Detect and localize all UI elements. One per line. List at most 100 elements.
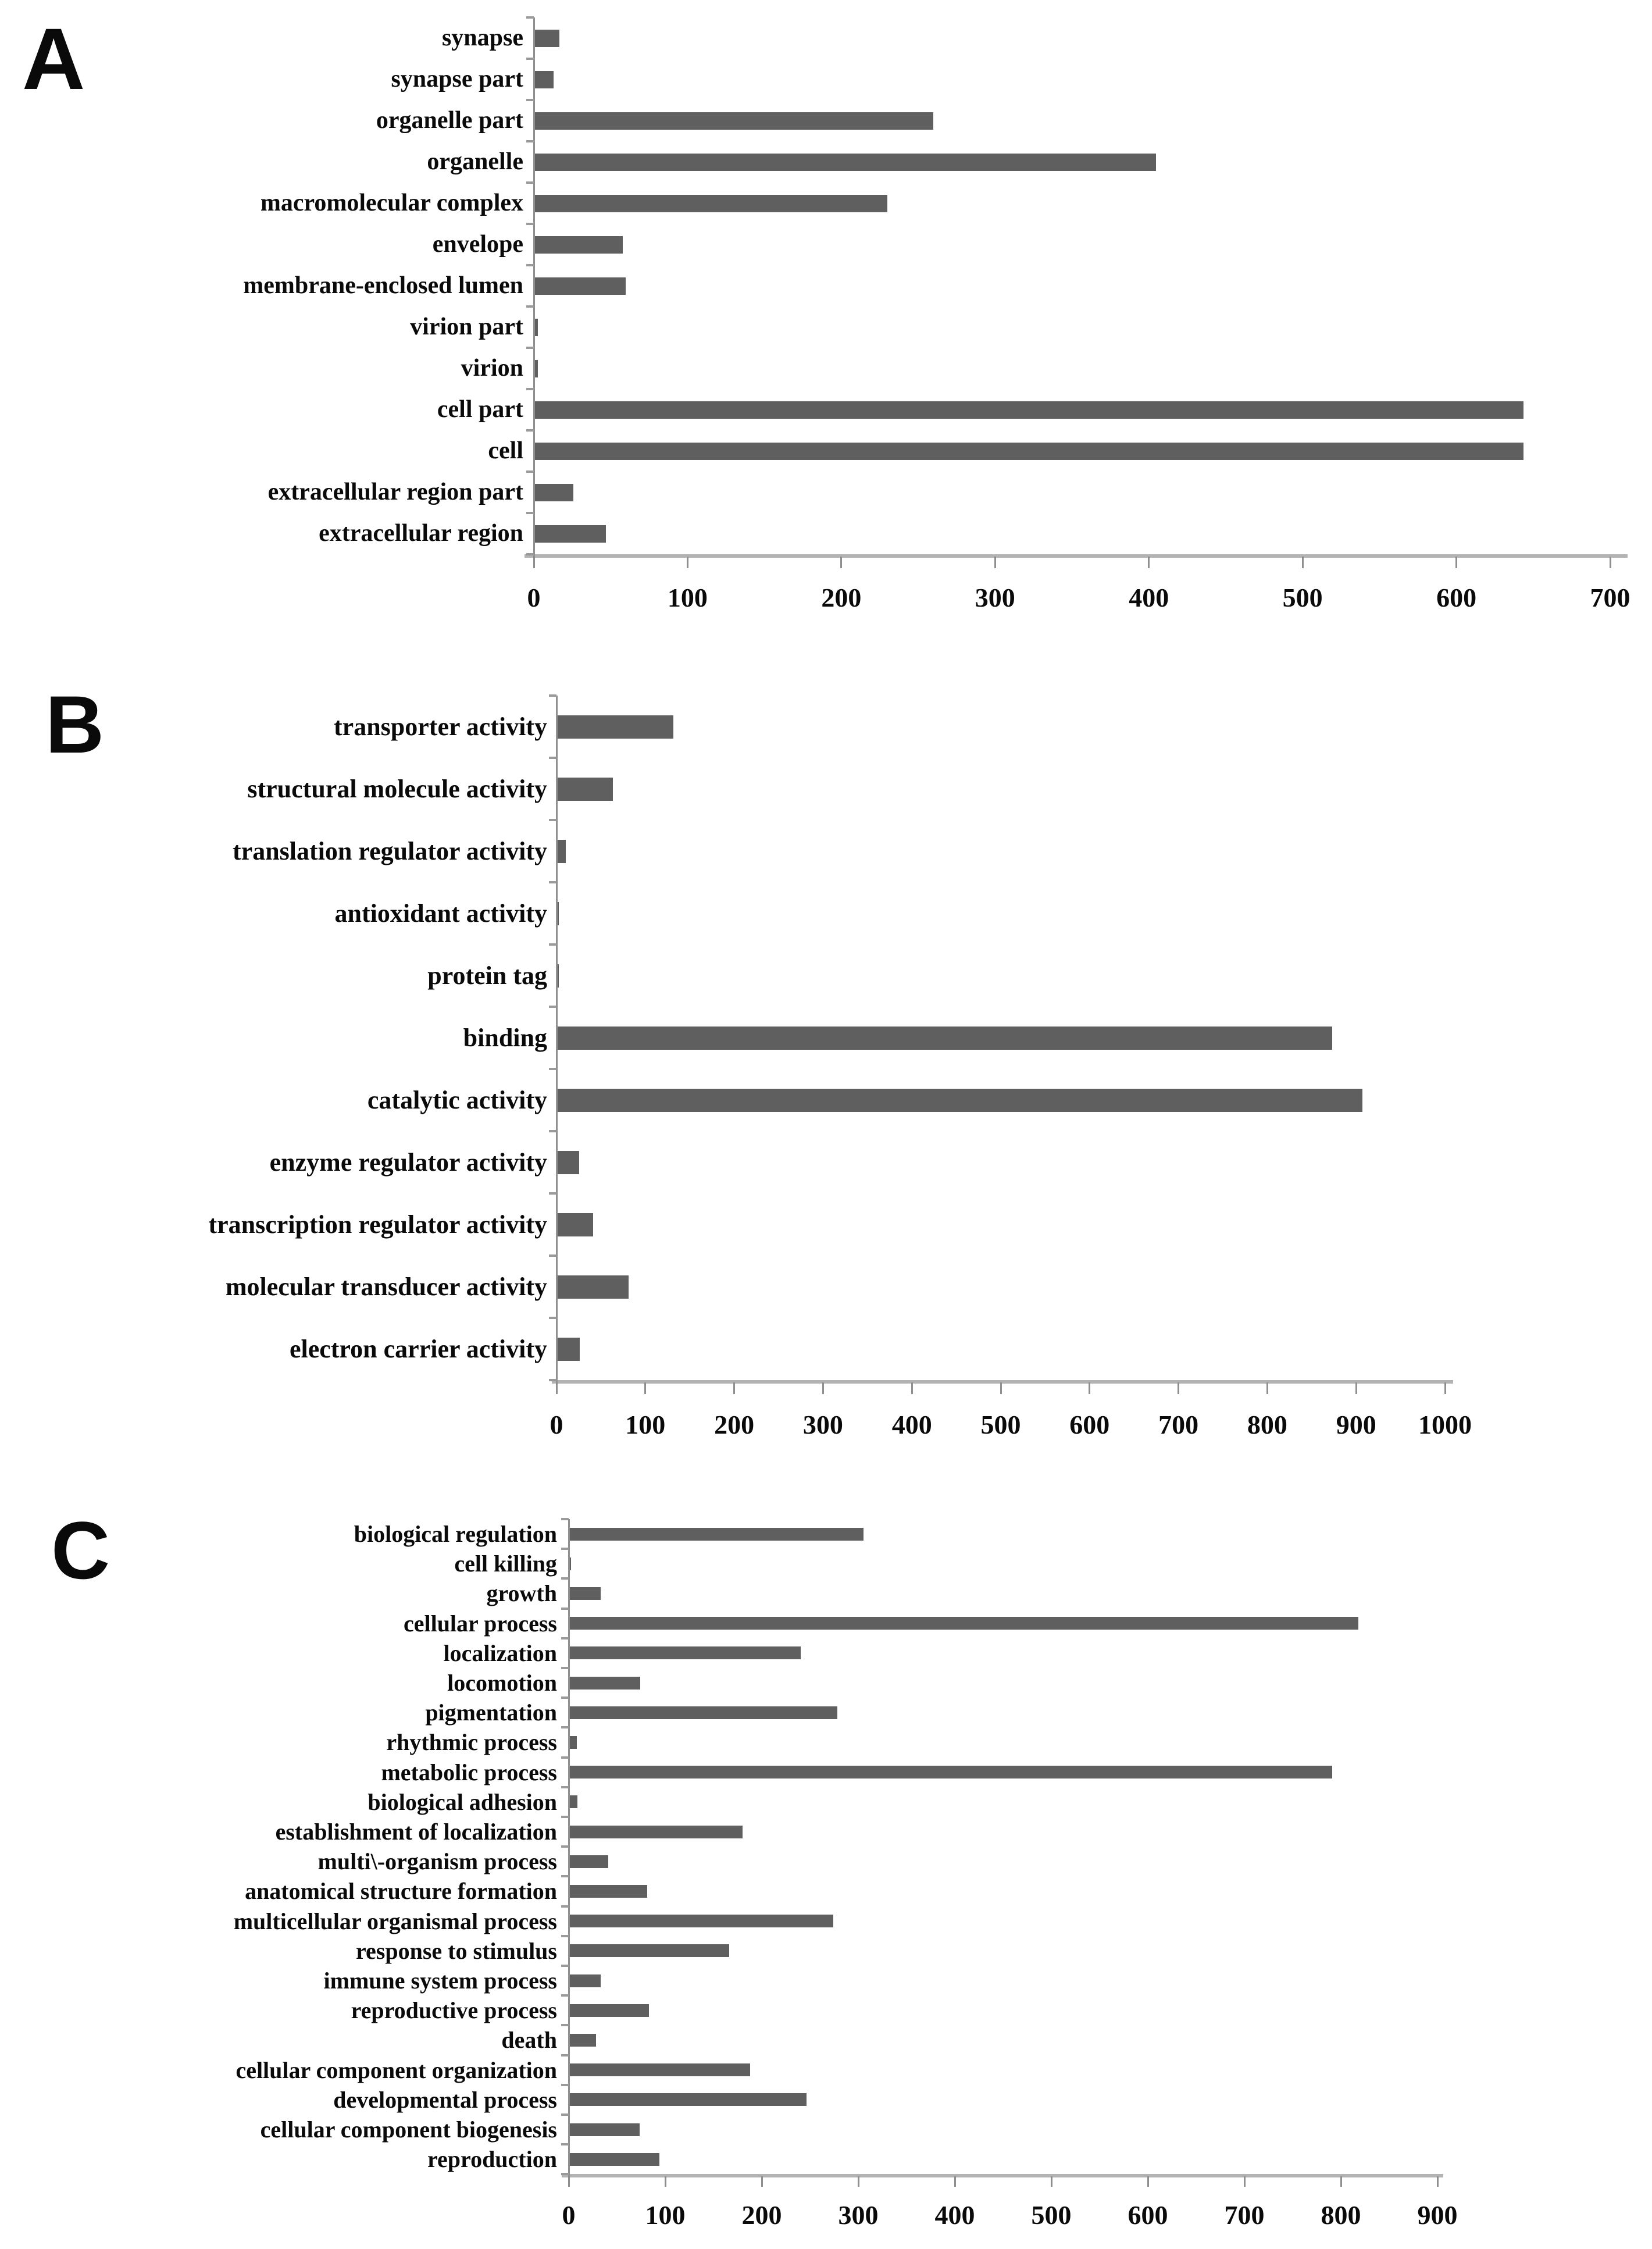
y-axis-tick <box>526 512 534 514</box>
bar-locomotion <box>570 1676 641 1690</box>
x-axis-tick <box>1089 1382 1091 1394</box>
y-axis-tick <box>549 1192 556 1195</box>
y-axis-tick <box>561 1756 569 1759</box>
category-label-cellular-process: cellular process <box>403 1610 557 1637</box>
x-tick-label-100: 100 <box>645 2200 686 2230</box>
y-axis-tick <box>526 388 534 390</box>
category-label-molecular-transducer-activity: molecular transducer activity <box>225 1273 547 1301</box>
bar-enzyme-regulator-activity <box>558 1150 579 1174</box>
bar-response-to-stimulus <box>570 1944 729 1958</box>
panel-a-letter: A <box>22 10 85 108</box>
x-axis-tick <box>1178 1382 1180 1394</box>
y-axis-tick <box>549 1317 556 1319</box>
category-label-antioxidant-activity: antioxidant activity <box>334 899 547 928</box>
bar-cell-part <box>535 401 1524 419</box>
x-tick-label-300: 300 <box>975 583 1015 612</box>
category-label-virion: virion <box>461 355 523 382</box>
y-axis-tick <box>526 140 534 142</box>
bar-organelle <box>535 153 1157 171</box>
bar-growth <box>570 1587 601 1600</box>
y-axis-tick <box>561 1577 569 1580</box>
bar-pigmentation <box>570 1706 837 1719</box>
x-tick-label-900: 900 <box>1417 2200 1458 2230</box>
x-axis-tick <box>1444 1382 1446 1394</box>
bar-anatomical-structure-formation <box>570 1885 647 1898</box>
category-label-virion-part: virion part <box>410 313 523 340</box>
y-axis-tick <box>549 943 556 946</box>
x-tick-label-600: 600 <box>1069 1410 1110 1439</box>
bar-translation-regulator-activity <box>558 839 566 863</box>
bar-virion <box>535 359 538 377</box>
bar-establishment-of-localization <box>570 1825 743 1838</box>
x-axis-tick <box>533 557 535 568</box>
y-axis-tick <box>549 1254 556 1257</box>
category-label-response-to-stimulus: response to stimulus <box>356 1937 557 1964</box>
category-label-death: death <box>501 2027 557 2054</box>
y-axis-tick <box>561 2024 569 2027</box>
x-axis-tick <box>686 557 688 568</box>
x-axis-tick <box>568 2176 570 2187</box>
bar-macromolecular-complex <box>535 194 887 212</box>
x-tick-label-200: 200 <box>741 2200 782 2230</box>
x-axis-tick <box>733 1382 736 1394</box>
bar-electron-carrier-activity <box>558 1337 580 1361</box>
category-label-extracellular-region-part: extracellular region part <box>267 479 523 505</box>
x-tick-label-100: 100 <box>667 583 708 612</box>
x-tick-label-600: 600 <box>1436 583 1477 612</box>
y-axis-tick <box>561 1548 569 1551</box>
x-axis-line <box>524 554 1628 558</box>
category-label-cell-part: cell part <box>437 396 523 423</box>
x-axis-tick <box>664 2176 666 2187</box>
category-label-organelle-part: organelle part <box>376 107 523 134</box>
x-tick-label-400: 400 <box>934 2200 975 2230</box>
bar-localization <box>570 1646 801 1660</box>
y-axis-tick <box>561 2083 569 2086</box>
x-tick-label-1000: 1000 <box>1418 1410 1472 1439</box>
y-axis-tick <box>549 819 556 821</box>
category-label-establishment-of-localization: establishment of localization <box>275 1819 557 1845</box>
y-axis-tick <box>561 1637 569 1639</box>
y-axis-tick <box>561 1667 569 1669</box>
x-axis-tick <box>857 2176 859 2187</box>
x-axis-tick <box>1301 557 1304 568</box>
bar-reproduction <box>570 2152 660 2166</box>
x-axis-tick <box>994 557 996 568</box>
y-axis-tick <box>549 757 556 759</box>
category-label-organelle: organelle <box>427 148 523 175</box>
panel-c-letter: C <box>51 1505 110 1596</box>
x-axis-tick <box>644 1382 647 1394</box>
y-axis-tick <box>561 1845 569 1848</box>
category-label-protein-tag: protein tag <box>427 961 547 990</box>
bar-structural-molecule-activity <box>558 777 613 801</box>
y-axis-tick <box>561 1785 569 1788</box>
x-tick-label-300: 300 <box>838 2200 879 2230</box>
bar-synapse-part <box>535 70 554 88</box>
category-label-multi-organism-process: multi\-organism process <box>317 1848 557 1875</box>
x-tick-label-800: 800 <box>1321 2200 1361 2230</box>
x-tick-label-700: 700 <box>1224 2200 1265 2230</box>
bar-death <box>570 2034 596 2047</box>
x-tick-label-500: 500 <box>1031 2200 1072 2230</box>
x-axis-tick <box>1147 2176 1149 2187</box>
bar-protein-tag <box>558 964 559 988</box>
bar-antioxidant-activity <box>558 901 559 925</box>
bar-membrane-enclosed-lumen <box>535 277 626 295</box>
bar-cellular-process <box>570 1617 1359 1630</box>
category-label-biological-regulation: biological regulation <box>354 1521 557 1547</box>
x-axis-tick <box>1266 1382 1268 1394</box>
bar-extracellular-region <box>535 525 606 543</box>
y-axis-tick <box>561 2143 569 2146</box>
category-label-macromolecular-complex: macromolecular complex <box>260 190 523 216</box>
y-axis-tick <box>561 2173 569 2176</box>
x-tick-label-700: 700 <box>1590 583 1630 612</box>
x-axis-tick <box>954 2176 956 2187</box>
x-axis-line <box>552 1380 1453 1384</box>
bar-envelope <box>535 236 623 254</box>
x-tick-label-400: 400 <box>1129 583 1169 612</box>
x-axis-tick <box>1455 557 1458 568</box>
y-axis-tick <box>561 1696 569 1699</box>
y-axis-tick <box>526 553 534 555</box>
bar-metabolic-process <box>570 1766 1333 1779</box>
x-axis-tick <box>1340 2176 1342 2187</box>
